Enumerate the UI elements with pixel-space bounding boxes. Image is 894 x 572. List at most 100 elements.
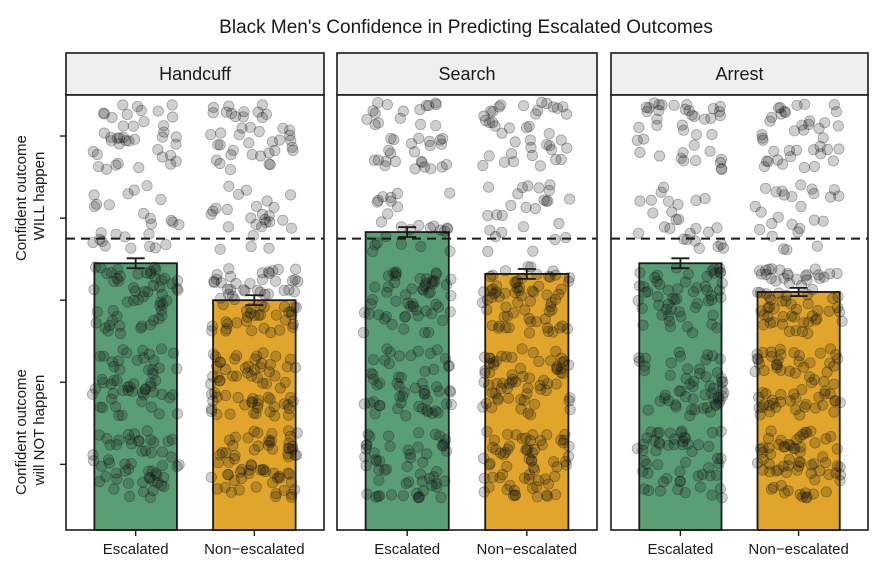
data-point [435, 138, 447, 150]
data-point [550, 153, 562, 166]
data-point [525, 454, 538, 466]
data-point [262, 266, 275, 278]
data-point [283, 442, 295, 455]
data-point [801, 491, 813, 503]
data-point [490, 286, 502, 298]
data-point [252, 106, 264, 118]
data-point [549, 488, 562, 501]
data-point [486, 319, 498, 332]
data-point [549, 293, 562, 306]
data-point [757, 401, 769, 413]
data-point [710, 399, 722, 411]
data-point [715, 238, 727, 251]
data-point [440, 159, 453, 171]
data-point [674, 475, 686, 487]
data-point [766, 263, 778, 275]
data-point [662, 195, 675, 207]
data-point [125, 457, 137, 470]
data-point [415, 241, 427, 253]
data-point [707, 309, 719, 321]
data-point [514, 362, 527, 374]
data-point [103, 457, 116, 469]
data-point [476, 297, 489, 309]
data-point [482, 181, 495, 193]
y-axis-label-top: Confident outcome WILL happen [13, 131, 48, 261]
data-point [433, 385, 445, 397]
data-point [137, 476, 149, 488]
data-point [809, 402, 822, 414]
data-point [773, 438, 785, 451]
data-point [704, 145, 716, 157]
data-point [443, 360, 455, 372]
data-point [831, 267, 843, 279]
data-point [269, 275, 282, 287]
data-point [823, 305, 835, 317]
data-point [681, 321, 694, 333]
data-point [550, 378, 562, 390]
data-point [540, 489, 553, 501]
data-point [370, 491, 382, 503]
data-point [225, 270, 237, 283]
data-point [774, 102, 786, 114]
data-point [653, 426, 665, 439]
data-point [796, 325, 809, 338]
data-point [802, 298, 814, 310]
data-point [156, 288, 168, 300]
data-point [547, 456, 560, 468]
data-point [389, 276, 401, 289]
data-point [775, 388, 787, 401]
data-point [229, 353, 241, 365]
panel-border [65, 94, 325, 531]
data-point [147, 484, 159, 497]
data-point [803, 118, 815, 131]
data-point [833, 143, 845, 155]
data-point [416, 377, 429, 389]
data-point [715, 425, 727, 437]
data-point [716, 383, 728, 396]
data-point [828, 406, 840, 418]
data-point [111, 473, 123, 485]
data-point [430, 481, 443, 493]
data-point [419, 280, 431, 292]
data-point [367, 105, 379, 117]
data-point [760, 155, 773, 167]
data-point [415, 155, 427, 167]
data-point [110, 467, 122, 479]
data-point [759, 182, 772, 194]
data-point [289, 263, 302, 275]
data-point [762, 432, 775, 444]
data-point [413, 219, 425, 232]
data-point [395, 397, 407, 409]
data-point [484, 357, 496, 369]
x-tick-label: Escalated [374, 541, 440, 558]
data-point [689, 155, 702, 167]
data-point [523, 453, 535, 465]
data-point [764, 115, 776, 127]
data-point [786, 310, 798, 322]
data-point [263, 158, 275, 170]
data-point [763, 301, 776, 313]
data-point [210, 202, 222, 214]
data-point [824, 191, 837, 203]
data-point [108, 483, 120, 495]
data-point [766, 230, 778, 242]
data-point [764, 466, 776, 478]
data-point [751, 457, 764, 469]
data-point [239, 399, 251, 411]
data-point [712, 391, 725, 404]
data-point [129, 428, 141, 440]
data-point [108, 360, 120, 373]
data-point [516, 432, 528, 444]
data-point [547, 265, 559, 277]
data-point [677, 155, 690, 167]
data-point [225, 149, 237, 161]
data-point [113, 409, 125, 422]
data-point [91, 306, 103, 318]
data-point [486, 116, 499, 129]
data-point [543, 270, 555, 282]
data-point [255, 221, 268, 233]
data-point [510, 277, 522, 289]
data-point [701, 270, 713, 282]
data-point [435, 491, 447, 504]
data-point [285, 222, 298, 234]
